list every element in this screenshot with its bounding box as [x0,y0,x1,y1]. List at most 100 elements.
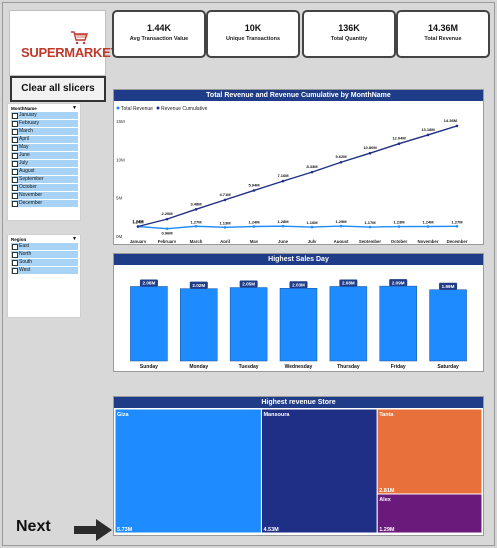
kpi-value: 136K [338,23,360,33]
month-slicer: MonthName ▼ January February March April May… [7,103,81,221]
data-label: 12.04M [392,136,406,141]
data-point [455,124,459,128]
slicer-header-label: MonthName [11,106,37,111]
month-item-december[interactable]: December [11,200,78,207]
data-label: 1.99M [442,284,455,289]
chevron-down-icon[interactable]: ▼ [72,105,77,111]
kpi-total-revenue: 14.36M Total Revenue [396,10,490,58]
treemap-cell-value: 5.73M [117,527,133,533]
x-tick-label: Friday [391,364,406,370]
data-point [252,225,256,228]
data-label: 2.20M [161,211,173,216]
month-item-november[interactable]: November [11,192,78,199]
treemap-cell-name: Mansoura [263,412,290,418]
data-label: 8.33M [306,164,318,169]
data-label: 2.05M [242,282,255,287]
checkbox[interactable] [12,129,18,135]
month-item-may[interactable]: May [11,144,78,151]
checkbox[interactable] [12,137,18,143]
x-tick-label: Saturday [437,364,459,370]
slicer-item-label: December [19,200,43,206]
month-item-september[interactable]: September [11,176,78,183]
month-item-october[interactable]: October [11,184,78,191]
data-point [339,224,343,228]
data-label: 4.71M [219,192,231,197]
next-arrow-icon[interactable] [72,516,116,544]
checkbox[interactable] [12,153,18,159]
kpi-label: Avg Transaction Value [129,36,189,42]
x-tick-label: Tuesday [239,364,259,370]
data-label: 13.18M [421,127,435,132]
x-tick-label: Wednesday [285,364,313,370]
slicer-item-label: May [19,144,29,150]
data-point [281,224,285,228]
series-line [137,225,458,230]
line-chart-svg: Total Revenue Revenue Cumulative 0M 5M 10M 15… [116,106,468,243]
treemap-cell [376,493,483,534]
data-label: 9.62M [335,154,347,159]
slicer-item-label: February [19,120,40,126]
checkbox[interactable] [12,268,18,274]
chevron-down-icon[interactable]: ▼ [72,236,77,242]
month-item-april[interactable]: April [11,136,78,143]
data-point [165,217,169,221]
treemap-cell-value: 1.29M [379,527,395,533]
slicer-item-label: South [19,259,33,265]
kpi-avg-transaction: 1.44K Avg Transaction Value [112,10,206,58]
month-item-july[interactable]: July [11,160,78,167]
slicer-item-label: April [19,136,30,142]
region-item-south[interactable]: South [11,259,78,266]
data-point [426,225,430,228]
kpi-value: 10K [244,23,262,33]
data-label: 7.16M [277,173,289,178]
region-item-north[interactable]: North [11,251,78,258]
legend-marker [116,106,120,110]
checkbox[interactable] [12,113,18,119]
data-label-bg [389,279,408,287]
y-tick-label: 0M [116,234,123,239]
month-item-january[interactable]: January [11,112,78,119]
checkbox[interactable] [12,121,18,127]
treemap-cell [260,408,378,534]
checkbox[interactable] [12,193,18,199]
data-label: 1.29M [335,219,347,224]
checkbox[interactable] [12,260,18,266]
checkbox[interactable] [12,145,18,151]
checkbox[interactable] [12,185,18,191]
region-item-west[interactable]: West [11,267,78,274]
month-item-june[interactable]: June [11,152,78,159]
data-label-bg [289,281,308,289]
checkbox[interactable] [12,252,18,258]
clear-slicers-button[interactable]: Clear all slicers [10,76,106,102]
month-item-march[interactable]: March [11,128,78,135]
checkbox[interactable] [12,169,18,175]
bar [130,286,168,362]
y-tick-label: 15M [116,119,125,124]
data-label: 1.27M [190,219,202,224]
data-label: 14.36M [444,118,458,123]
x-tick-label: December [447,239,468,243]
checkbox[interactable] [12,244,18,250]
kpi-value: 1.44K [146,23,172,33]
month-item-february[interactable]: February [11,120,78,127]
data-point [281,179,285,183]
bar [379,285,417,362]
checkbox[interactable] [12,177,18,183]
sales-day-bar-chart: Highest Sales Day 2.08M Sunday 2.02M Monday… [113,253,484,372]
slicer-item-label: July [19,160,28,166]
data-label: 3.48M [190,201,202,206]
data-label: 2.02M [192,283,205,288]
month-slicer-header[interactable]: MonthName ▼ [8,104,80,112]
chart-title: Highest revenue Store [114,397,483,408]
revenue-line-chart: Total Revenue and Revenue Cumulative by … [113,89,484,245]
x-tick-label: October [391,239,408,243]
checkbox[interactable] [12,201,18,207]
data-label: 2.09M [392,280,405,285]
treemap-cell [376,408,483,495]
checkbox[interactable] [12,161,18,167]
region-item-east[interactable]: East [11,243,78,250]
region-slicer-header[interactable]: Region ▼ [8,235,80,243]
treemap-cell-value: 4.53M [263,527,279,533]
data-point [368,225,372,229]
month-item-august[interactable]: August [11,168,78,175]
